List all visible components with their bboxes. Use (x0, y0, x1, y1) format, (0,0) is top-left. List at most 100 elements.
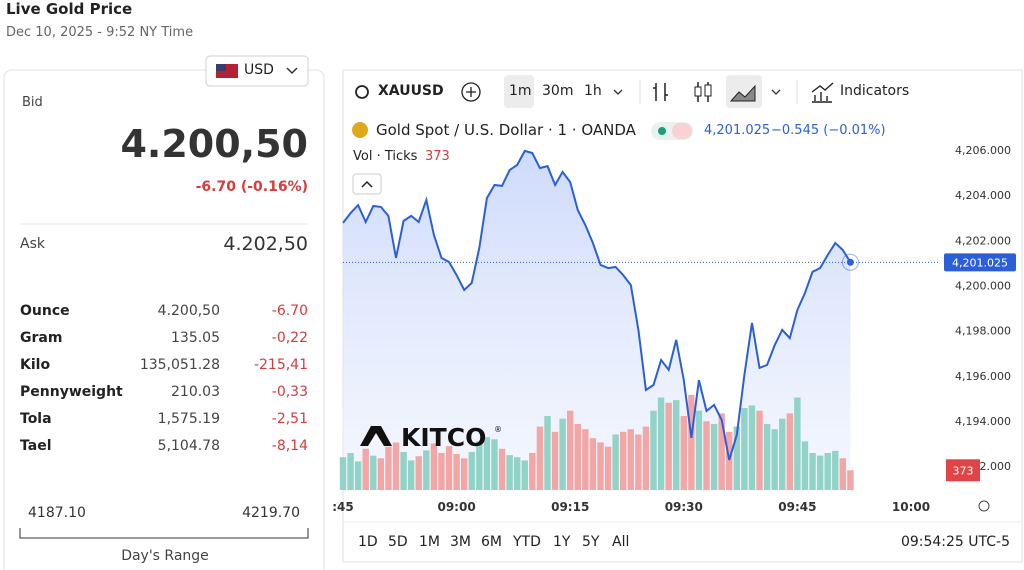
last-point (846, 258, 854, 266)
bar-icon[interactable] (653, 82, 709, 102)
interval[interactable]: 1h (584, 83, 602, 99)
range-button[interactable]: YTD (513, 534, 541, 550)
volume-bar (544, 416, 551, 490)
volume-bar (703, 421, 710, 490)
area-icon[interactable] (729, 84, 756, 102)
volume-bar (612, 434, 619, 490)
clock: 09:54:25 UTC-5 (900, 534, 1010, 550)
range-button[interactable]: 6M (481, 534, 502, 550)
symbol-icon (352, 122, 368, 138)
candle-icon (704, 84, 712, 97)
chevron (286, 67, 298, 75)
unit-name: Kilo (20, 357, 51, 373)
range-button[interactable]: 5D (388, 534, 408, 550)
x-tick-label: :45 (332, 500, 354, 514)
volume-bar (551, 431, 559, 490)
range-button[interactable]: 1M (419, 534, 440, 550)
add-icon[interactable] (461, 82, 481, 102)
range-high: 4219.70 (242, 505, 300, 521)
range-bracket (19, 528, 309, 539)
settings-icon[interactable] (978, 500, 990, 512)
volume-bar (468, 451, 475, 490)
volume-bar (430, 443, 438, 490)
volume-bar (642, 426, 650, 490)
bid-label: Bid (22, 95, 43, 110)
indicators-icon[interactable] (811, 82, 834, 103)
volume-bar (483, 437, 491, 490)
volume-bar (536, 426, 544, 490)
volume-bar (635, 434, 642, 490)
range-low: 4187.10 (28, 505, 86, 521)
volume-badge-label: 373 (953, 464, 974, 477)
volume-bar (423, 450, 430, 490)
plot: 4,192.0004,194.0004,196.0004,198.0004,20… (332, 144, 1016, 514)
volume-bar (392, 442, 400, 490)
unit-change: -2,51 (271, 411, 308, 427)
currency[interactable]: USD (244, 62, 274, 78)
volume-bar (438, 453, 445, 490)
volume-bar (673, 400, 680, 490)
bid-price: 4.200,50 (120, 122, 308, 166)
volume-bar (566, 410, 574, 490)
volume-bar (801, 441, 809, 490)
volume-bar (400, 451, 407, 490)
unit-name: Pennyweight (20, 384, 123, 400)
volume-bar (604, 446, 612, 490)
area (343, 150, 851, 490)
logo-icon (360, 426, 392, 446)
volume-bar (347, 453, 354, 490)
unit-name: Gram (20, 330, 63, 346)
volume-bar (582, 429, 589, 490)
chevron-up (361, 180, 373, 188)
volume-bar (620, 431, 627, 490)
volume-bar (597, 442, 604, 490)
currency-button[interactable] (205, 55, 309, 87)
range-button[interactable]: 3M (450, 534, 471, 550)
unit-price: 135.05 (171, 330, 220, 346)
x-tick-label: 09:00 (437, 500, 475, 514)
range-button[interactable]: 5Y (582, 534, 600, 550)
volume-bar (779, 418, 786, 490)
range-button[interactable]: All (612, 534, 630, 550)
y-tick-label: 4,206.000 (955, 144, 1011, 157)
flag-canton (216, 64, 226, 71)
logo: KITCO (401, 423, 486, 452)
search-icon[interactable] (355, 85, 369, 99)
unit-change: -6.70 (271, 303, 308, 319)
volume-bar (763, 423, 771, 490)
volume-bar (574, 423, 581, 490)
volume-bar (460, 458, 468, 490)
volume-bar (650, 410, 657, 490)
volume-bar (415, 456, 422, 490)
volume-bar (665, 402, 672, 490)
price-change: −0.545 (−0.01%) (771, 123, 886, 138)
unit-name: Ounce (20, 303, 70, 319)
unit-price: 135,051.28 (139, 357, 220, 373)
volume-bar (809, 453, 816, 490)
chevron (613, 89, 781, 95)
chart-title: Gold Spot / U.S. Dollar · 1 · OANDA (376, 121, 636, 139)
volume-bar (657, 397, 665, 490)
y-tick-label: 4,194.000 (955, 415, 1011, 428)
x-tick-label: 10:00 (892, 500, 930, 514)
indicators[interactable]: Indicators (840, 83, 910, 99)
symbol[interactable]: XAUUSD (378, 83, 444, 99)
volume-bar (741, 408, 748, 490)
collapse-button[interactable] (352, 173, 382, 195)
ask-label: Ask (20, 236, 45, 252)
last-price-badge (944, 253, 1016, 272)
unit-change: -215,41 (253, 357, 308, 373)
volume-bar (786, 413, 794, 490)
range-button[interactable]: 1D (358, 534, 378, 550)
unit-price: 1,575.19 (157, 411, 220, 427)
last-price-label: 4,201.025 (952, 256, 1008, 269)
unit-name: Tael (20, 438, 52, 454)
volume-bar (832, 450, 839, 490)
volume-bar (733, 426, 741, 490)
range-button[interactable]: 1Y (553, 534, 571, 550)
interval[interactable]: 30m (542, 83, 574, 99)
interval[interactable]: 1m (509, 83, 532, 99)
volume-bar (824, 453, 831, 490)
